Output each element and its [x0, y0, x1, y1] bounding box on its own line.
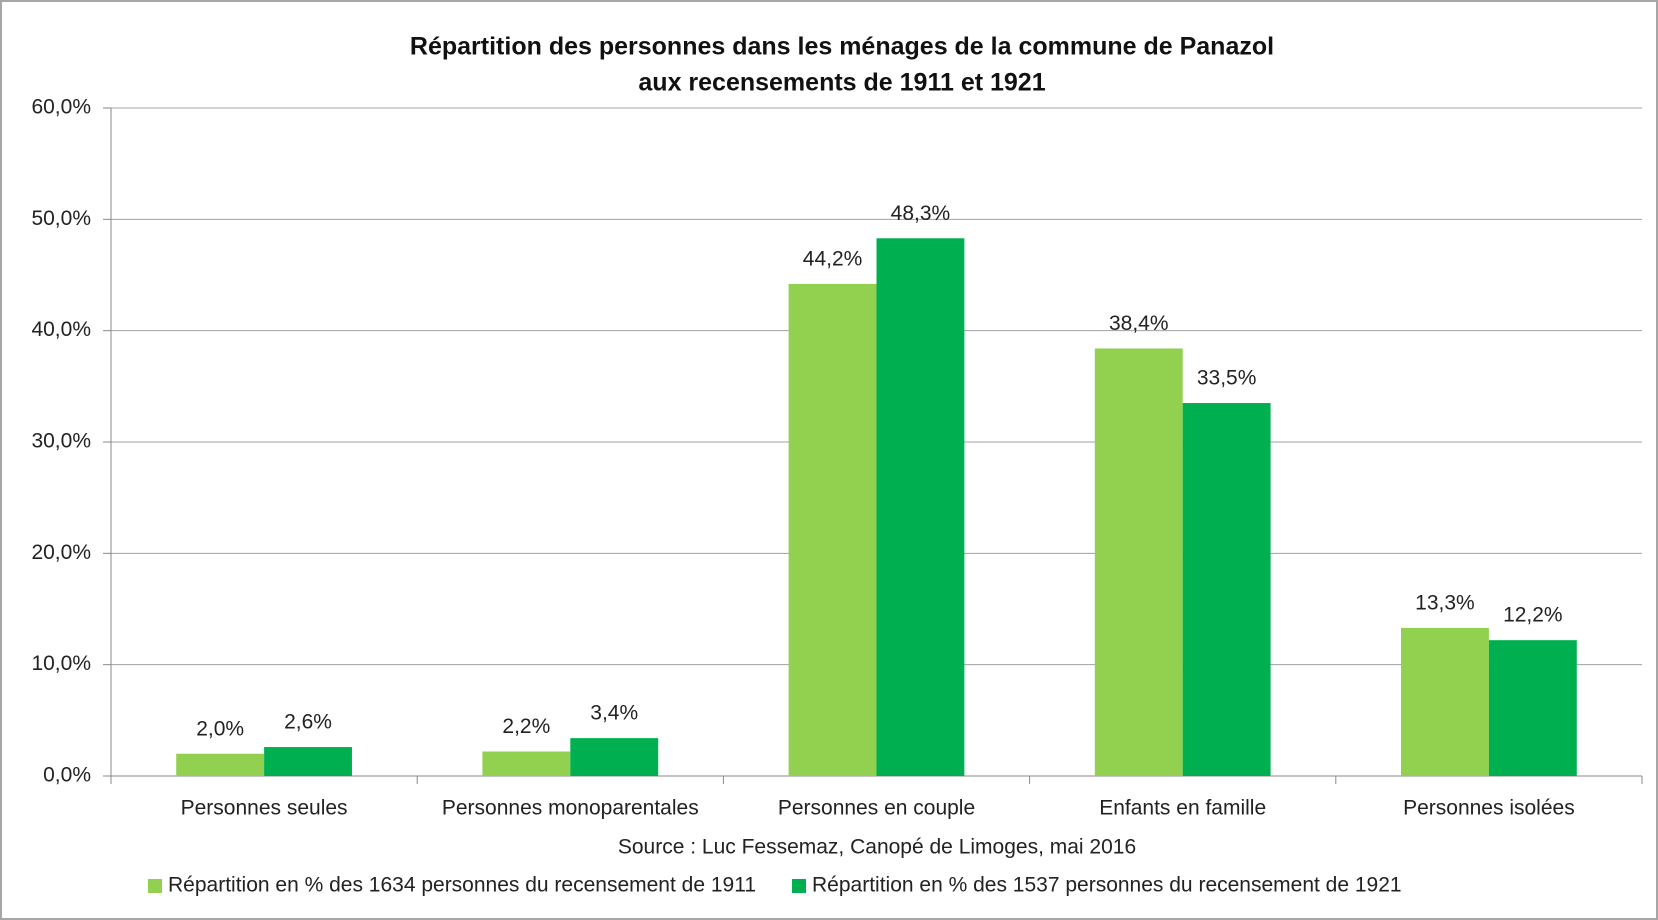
data-label: 48,3% — [891, 202, 951, 225]
bar — [1488, 640, 1577, 776]
bar — [876, 238, 965, 776]
bar — [482, 751, 571, 776]
y-tick-label: 60,0% — [31, 96, 91, 119]
data-label: 44,2% — [803, 247, 863, 270]
legend-label: Répartition en % des 1537 personnes du r… — [812, 874, 1402, 897]
y-tick-label: 50,0% — [31, 207, 91, 230]
y-tick-label: 20,0% — [31, 541, 91, 564]
bar — [1182, 403, 1271, 776]
bar — [1401, 627, 1489, 776]
x-tick-label: Personnes monoparentales — [442, 797, 699, 820]
source-note: Source : Luc Fessemaz, Canopé de Limoges… — [618, 836, 1136, 859]
bar — [788, 283, 877, 776]
chart-title: aux recensements de 1911 et 1921 — [638, 69, 1045, 97]
bar — [570, 738, 659, 776]
y-tick-label: 0,0% — [43, 764, 91, 787]
bar — [176, 753, 265, 776]
data-label: 2,2% — [502, 715, 550, 738]
data-label: 38,4% — [1109, 312, 1169, 335]
chart-title: Répartition des personnes dans les ménag… — [410, 33, 1274, 61]
legend-label: Répartition en % des 1634 personnes du r… — [168, 874, 756, 897]
y-tick-label: 40,0% — [31, 318, 91, 341]
data-label: 2,0% — [196, 717, 244, 740]
x-tick-label: Enfants en famille — [1099, 797, 1266, 820]
data-label: 13,3% — [1415, 591, 1475, 614]
x-tick-label: Personnes en couple — [778, 797, 975, 820]
data-label: 33,5% — [1197, 367, 1257, 390]
y-tick-label: 30,0% — [31, 430, 91, 453]
data-label: 2,6% — [284, 711, 332, 734]
legend-swatch — [792, 879, 807, 893]
y-tick-label: 10,0% — [31, 652, 91, 675]
bar — [1094, 348, 1183, 776]
data-label: 3,4% — [590, 702, 638, 725]
x-tick-label: Personnes seules — [181, 797, 348, 820]
data-label: 12,2% — [1503, 604, 1563, 627]
legend-swatch — [148, 879, 162, 893]
x-tick-label: Personnes isolées — [1403, 797, 1575, 820]
bar — [264, 747, 352, 776]
